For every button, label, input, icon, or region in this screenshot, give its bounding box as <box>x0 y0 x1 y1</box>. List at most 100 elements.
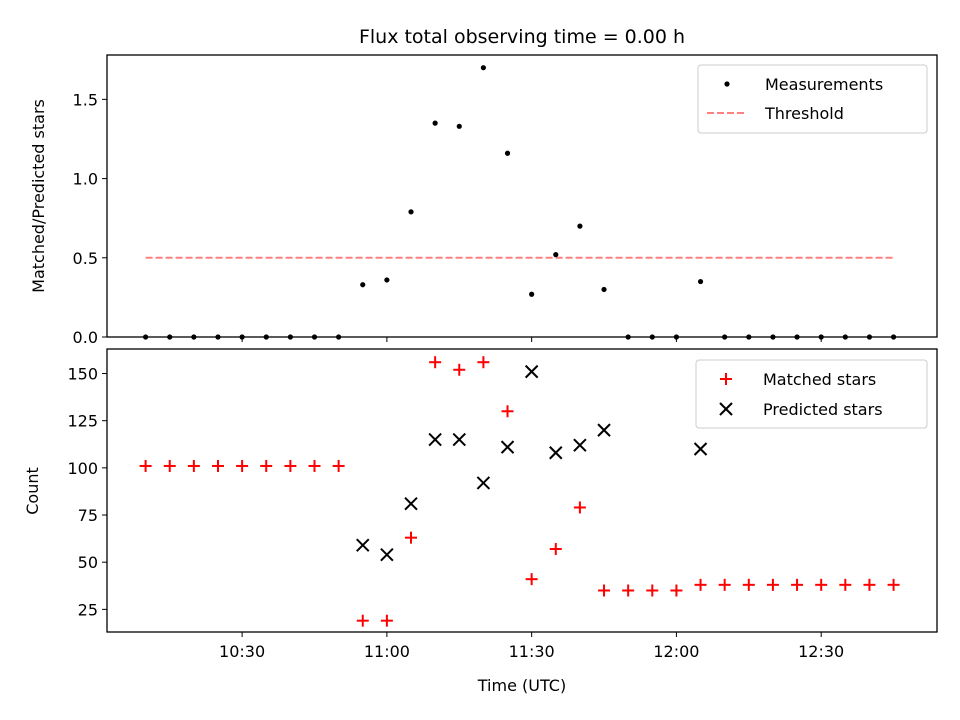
matched-star-point <box>549 542 562 555</box>
matched-star-point <box>163 459 176 472</box>
matched-star-point <box>598 584 611 597</box>
measurement-point <box>770 334 776 340</box>
matched-star-point <box>139 459 152 472</box>
y-tick-label: 100 <box>67 459 98 478</box>
matched-star-point <box>356 614 369 627</box>
predicted-star-point <box>476 476 491 490</box>
y-tick-label: 125 <box>67 412 98 431</box>
top-plot-frame <box>106 54 938 338</box>
measurement-point <box>722 334 728 340</box>
matched-star-point <box>308 459 321 472</box>
predicted-star-point <box>597 423 611 437</box>
top-x-axis <box>241 337 822 342</box>
measurement-point <box>432 120 438 126</box>
predicted-star-stroke-b <box>356 538 370 552</box>
top-y-axis-label: Matched/Predicted stars <box>29 99 48 293</box>
y-tick-label: 1.0 <box>73 170 98 189</box>
matched-star-point <box>863 578 876 591</box>
y-tick-label: 25 <box>78 600 98 619</box>
measurement-point <box>311 334 318 340</box>
predicted-star-point <box>356 538 370 552</box>
predicted-star-point <box>573 438 587 452</box>
predicted-star-point <box>404 496 418 511</box>
x-tick-label: 11:00 <box>364 642 410 661</box>
matched-star-point <box>236 459 249 472</box>
predicted-star-stroke-b <box>428 432 442 447</box>
legend-threshold-label: Threshold <box>764 104 844 123</box>
matched-star-point <box>573 501 586 514</box>
matched-star-point <box>380 614 393 627</box>
matched-stars-series <box>139 356 900 627</box>
top-legend: Measurements Threshold <box>697 64 928 134</box>
matched-star-point <box>501 405 514 418</box>
predicted-star-stroke-b <box>549 446 563 460</box>
matched-star-point <box>742 578 755 591</box>
predicted-star-stroke-b <box>380 547 394 562</box>
measurement-point <box>336 334 342 340</box>
predicted-star-point <box>452 432 466 447</box>
measurement-point <box>625 334 631 340</box>
measurement-point <box>263 334 269 340</box>
bottom-x-axis: 10:30 11:00 11:30 12:00 12:30 <box>219 632 844 661</box>
measurement-point <box>287 334 293 340</box>
measurement-point <box>697 278 704 285</box>
top-legend-box <box>697 64 928 134</box>
measurement-point <box>842 334 848 340</box>
x-tick-label: 10:30 <box>219 642 265 661</box>
predicted-star-stroke-b <box>597 423 611 437</box>
predicted-star-stroke-b <box>693 442 708 456</box>
matched-star-point <box>405 531 418 544</box>
y-tick-label: 0.0 <box>73 328 98 347</box>
measurement-point <box>649 334 655 340</box>
bottom-panel: 25 50 75 100 125 150 10:30 11:00 11:30 12:00 12:3… <box>23 348 938 695</box>
y-tick-label: 150 <box>67 365 98 384</box>
measurement-point <box>890 334 897 340</box>
measurement-point <box>818 334 824 340</box>
measurement-point <box>215 334 221 340</box>
predicted-star-stroke-b <box>573 438 587 452</box>
matched-star-point <box>622 584 635 597</box>
measurement-point <box>239 334 245 340</box>
measurement-point <box>746 334 752 340</box>
y-tick-label: 1.5 <box>73 90 98 109</box>
legend-matched-label: Matched stars <box>763 370 876 389</box>
predicted-star-stroke-b <box>524 364 539 379</box>
matched-star-point <box>284 459 297 472</box>
predicted-star-point <box>380 547 394 562</box>
measurement-point <box>191 334 197 340</box>
top-panel: 0.0 0.5 1.0 1.5 Matched/Predicted stars Mea… <box>29 54 938 347</box>
matched-star-point <box>453 363 466 376</box>
bottom-y-axis-label: Count <box>23 467 42 515</box>
predicted-star-point <box>500 440 515 454</box>
measurement-point <box>480 65 486 71</box>
matched-star-point <box>187 459 200 472</box>
measurement-point <box>456 123 462 129</box>
predicted-star-point <box>524 364 539 379</box>
predicted-star-point <box>693 442 708 456</box>
matched-star-point <box>887 578 900 591</box>
chart-title: Flux total observing time = 0.00 h <box>359 26 685 48</box>
x-axis-label: Time (UTC) <box>477 676 566 695</box>
predicted-star-point <box>549 446 563 460</box>
predicted-star-stroke-b <box>452 432 466 447</box>
predicted-star-point <box>428 432 442 447</box>
matched-star-point <box>211 459 224 472</box>
y-tick-label: 0.5 <box>73 249 98 268</box>
matched-star-point <box>646 584 659 597</box>
measurement-point <box>167 334 173 340</box>
legend-measurements-label: Measurements <box>765 75 883 94</box>
matched-star-point <box>718 578 731 591</box>
predicted-star-stroke-b <box>500 440 515 454</box>
measurement-point <box>384 277 390 283</box>
matched-star-point <box>815 578 828 591</box>
y-tick-label: 75 <box>78 506 98 525</box>
measurements-series <box>143 65 897 340</box>
legend-predicted-label: Predicted stars <box>763 400 883 419</box>
predicted-star-stroke-b <box>476 476 491 490</box>
measurement-point <box>794 334 800 340</box>
legend-measurements-marker <box>724 81 730 87</box>
matched-star-point <box>477 356 490 369</box>
legend-matched-marker <box>720 373 732 385</box>
bottom-legend-box <box>695 359 928 429</box>
